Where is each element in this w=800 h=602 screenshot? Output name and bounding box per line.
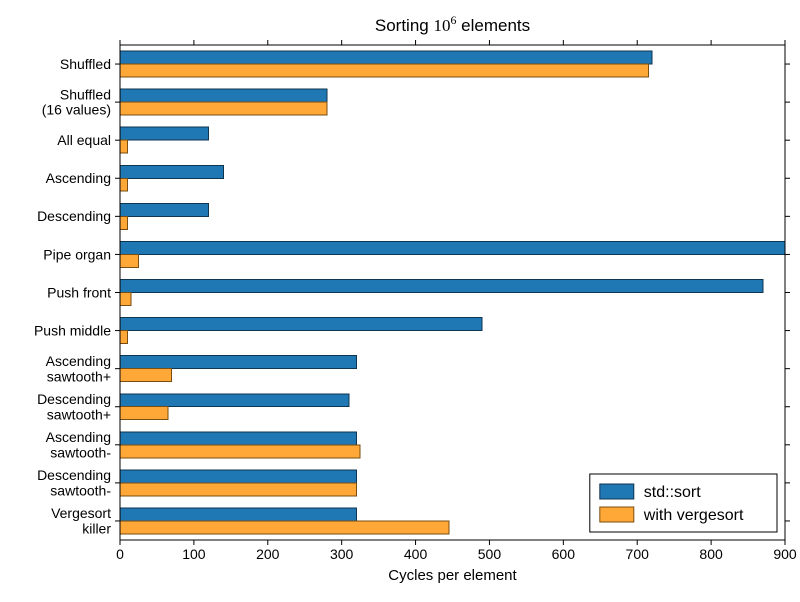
bar-stdsort <box>120 127 209 140</box>
xtick-label: 500 <box>478 546 502 562</box>
bar-vergesort <box>120 445 360 458</box>
xtick-label: 300 <box>330 546 354 562</box>
bar-vergesort <box>120 331 127 344</box>
xtick-label: 700 <box>626 546 650 562</box>
xtick-label: 900 <box>773 546 797 562</box>
bar-vergesort <box>120 521 449 534</box>
bar-stdsort <box>120 356 356 369</box>
bar-stdsort <box>120 508 356 521</box>
xtick-label: 100 <box>182 546 206 562</box>
ytick-label: Descending <box>37 208 111 224</box>
xtick-label: 800 <box>699 546 723 562</box>
ytick-label: Push middle <box>34 322 111 338</box>
bar-vergesort <box>120 483 356 496</box>
ytick-label: Descendingsawtooth+ <box>37 391 111 422</box>
bar-stdsort <box>120 280 763 293</box>
bar-vergesort <box>120 293 131 306</box>
bar-vergesort <box>120 102 327 115</box>
chart-container: 0100200300400500600700800900ShuffledShuf… <box>0 0 800 597</box>
legend-label: std::sort <box>644 484 701 501</box>
chart-svg: 0100200300400500600700800900ShuffledShuf… <box>0 0 800 597</box>
xtick-label: 600 <box>552 546 576 562</box>
bar-stdsort <box>120 241 785 254</box>
xlabel: Cycles per element <box>388 567 517 584</box>
ytick-label: Pipe organ <box>43 246 111 262</box>
bar-stdsort <box>120 432 356 445</box>
ytick-label: Push front <box>47 284 111 300</box>
ytick-label: Ascending <box>46 170 111 186</box>
legend-label: with vergesort <box>643 507 744 524</box>
bar-stdsort <box>120 51 652 64</box>
bar-vergesort <box>120 216 127 229</box>
bar-vergesort <box>120 178 127 191</box>
bar-vergesort <box>120 64 648 77</box>
legend-swatch <box>600 484 634 499</box>
bar-vergesort <box>120 140 127 153</box>
ytick-label: Ascendingsawtooth- <box>46 429 112 460</box>
bar-stdsort <box>120 318 482 331</box>
legend-swatch <box>600 507 634 522</box>
bar-vergesort <box>120 254 138 267</box>
bar-stdsort <box>120 470 356 483</box>
bar-stdsort <box>120 165 223 178</box>
bar-stdsort <box>120 203 209 216</box>
bar-stdsort <box>120 89 327 102</box>
legend: std::sortwith vergesort <box>590 474 777 532</box>
xtick-label: 0 <box>116 546 124 562</box>
bar-stdsort <box>120 394 349 407</box>
xtick-label: 200 <box>256 546 280 562</box>
ytick-label: All equal <box>57 132 111 148</box>
ytick-label: Ascendingsawtooth+ <box>46 353 111 384</box>
bar-vergesort <box>120 407 168 420</box>
bar-vergesort <box>120 369 172 382</box>
xtick-label: 400 <box>404 546 428 562</box>
ytick-label: Shuffled <box>60 56 111 72</box>
